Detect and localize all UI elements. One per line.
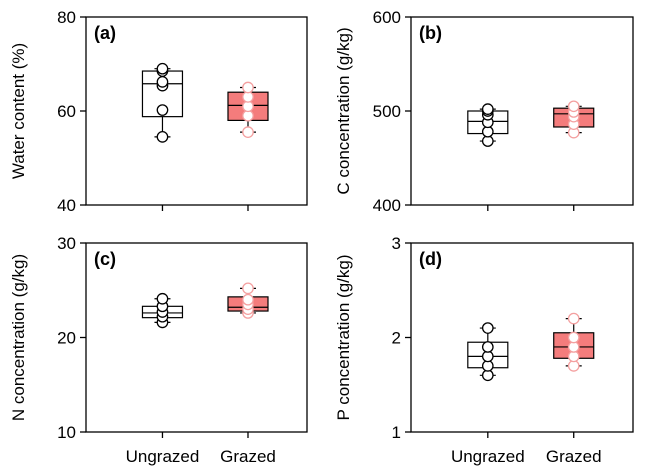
data-point <box>156 62 169 75</box>
y-axis-label: C concentration (g/kg) <box>334 27 353 194</box>
x-tick-label: Ungrazed <box>126 447 200 466</box>
panel-label: (c) <box>94 249 116 269</box>
data-point <box>481 103 494 115</box>
data-point <box>567 331 580 344</box>
plot-frame <box>85 16 308 206</box>
data-point <box>567 312 580 325</box>
y-axis-label: Water content (%) <box>9 43 28 179</box>
box-grazed <box>553 312 595 372</box>
y-tick-label: 10 <box>57 423 76 442</box>
y-axis-label: N concentration (g/kg) <box>9 254 28 421</box>
panel-2: 400 500 600 C concentration (g/kg) (b) <box>334 8 634 215</box>
x-tick-label: Grazed <box>546 447 602 466</box>
box-ungrazed <box>467 322 509 382</box>
plot-frame <box>410 16 634 206</box>
data-point <box>156 131 169 143</box>
panel-4: 1 2 3 P concentration (g/kg) (d) Ungrazed Graz… <box>334 234 634 466</box>
panel-label: (a) <box>94 23 116 43</box>
data-point <box>242 81 254 94</box>
box-grazed <box>553 100 595 139</box>
y-tick-label: 400 <box>373 196 401 215</box>
data-point <box>242 282 254 295</box>
data-point <box>567 100 580 113</box>
y-tick-label: 3 <box>392 234 401 253</box>
y-tick-label: 2 <box>392 329 401 348</box>
data-point <box>242 126 254 138</box>
box-ungrazed <box>141 292 184 329</box>
y-tick-label: 40 <box>57 196 76 215</box>
box-grazed <box>227 282 269 319</box>
data-point <box>242 293 254 306</box>
y-axis-label: P concentration (g/kg) <box>334 255 353 421</box>
y-tick-label: 500 <box>373 102 401 121</box>
box-ungrazed <box>141 62 184 143</box>
y-tick-label: 20 <box>57 329 76 348</box>
box-ungrazed <box>467 103 509 147</box>
y-tick-label: 30 <box>57 234 76 253</box>
plot-frame <box>410 242 634 433</box>
y-tick-label: 600 <box>373 8 401 27</box>
panel-1: 40 60 80 Water content (%) (a) <box>9 8 308 215</box>
panel-label: (b) <box>419 23 442 43</box>
data-point <box>481 322 494 334</box>
box-grazed <box>227 81 269 138</box>
x-tick-label: Ungrazed <box>451 447 525 466</box>
data-point <box>156 76 169 88</box>
y-tick-label: 60 <box>57 102 76 121</box>
data-point <box>481 341 494 353</box>
plot-frame <box>85 242 308 433</box>
panel-3: 10 20 30 N concentration (g/kg) (c) Ungrazed G… <box>9 234 308 466</box>
y-tick-label: 1 <box>392 423 401 442</box>
data-point <box>156 104 169 116</box>
data-point <box>156 292 169 305</box>
panel-label: (d) <box>419 249 442 269</box>
x-tick-label: Grazed <box>220 447 276 466</box>
y-tick-label: 80 <box>57 8 76 27</box>
